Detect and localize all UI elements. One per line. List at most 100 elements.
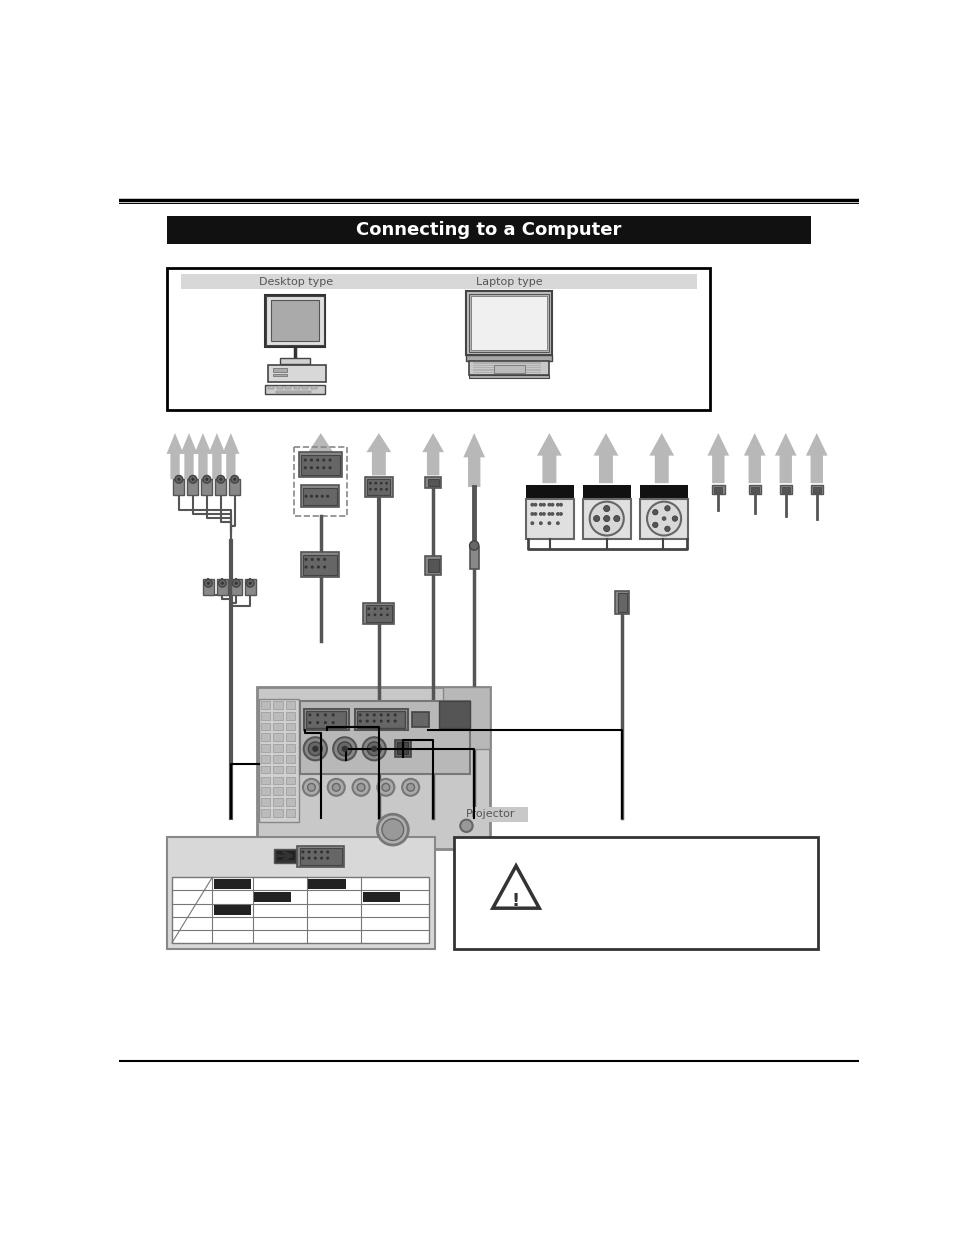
Circle shape	[303, 458, 307, 462]
Bar	[268, 387, 274, 389]
Circle shape	[315, 495, 318, 498]
Circle shape	[314, 857, 316, 860]
Bar	[356, 711, 405, 727]
Bar	[367, 479, 390, 495]
Circle shape	[547, 521, 551, 525]
Bar	[299, 848, 341, 864]
Circle shape	[308, 721, 311, 724]
Circle shape	[316, 558, 319, 561]
Circle shape	[301, 851, 304, 853]
Bar	[639, 499, 687, 538]
Circle shape	[310, 458, 313, 462]
Bar	[181, 274, 697, 289]
Bar	[245, 579, 255, 595]
Bar	[229, 479, 240, 495]
Bar	[294, 447, 347, 516]
Bar	[274, 777, 282, 784]
Polygon shape	[649, 433, 674, 483]
Polygon shape	[366, 433, 391, 475]
Polygon shape	[422, 433, 443, 475]
Bar	[231, 579, 241, 595]
Bar	[261, 711, 270, 720]
Bar	[280, 358, 310, 364]
Bar	[427, 479, 438, 487]
Bar	[286, 809, 294, 816]
Bar	[266, 296, 323, 346]
Bar	[355, 709, 407, 730]
Bar	[273, 374, 286, 377]
Bar	[472, 372, 540, 373]
Bar	[303, 555, 336, 574]
Circle shape	[323, 566, 326, 568]
Circle shape	[374, 614, 376, 616]
Bar	[167, 268, 709, 410]
Bar	[300, 485, 339, 508]
Polygon shape	[194, 433, 212, 479]
Bar	[261, 777, 270, 784]
Bar	[276, 387, 282, 389]
Bar	[493, 366, 524, 373]
Circle shape	[664, 526, 669, 531]
Circle shape	[319, 857, 323, 860]
Circle shape	[310, 466, 313, 469]
Bar	[213, 905, 251, 915]
Circle shape	[558, 503, 562, 506]
Circle shape	[558, 513, 562, 516]
Text: Connecting to a Computer: Connecting to a Computer	[355, 221, 621, 238]
Bar	[274, 734, 282, 741]
Circle shape	[326, 851, 329, 853]
Circle shape	[307, 783, 315, 792]
Circle shape	[311, 558, 314, 561]
Bar	[472, 364, 540, 366]
Bar	[472, 362, 540, 364]
Circle shape	[322, 458, 325, 462]
Bar	[714, 487, 721, 493]
Bar	[274, 787, 282, 795]
Circle shape	[353, 779, 369, 795]
Circle shape	[315, 458, 319, 462]
Circle shape	[381, 819, 403, 841]
Circle shape	[530, 503, 534, 506]
Circle shape	[371, 746, 377, 752]
Circle shape	[249, 582, 252, 585]
Bar	[303, 709, 348, 730]
Circle shape	[589, 501, 623, 536]
Bar	[427, 558, 438, 573]
Circle shape	[308, 714, 311, 716]
Bar	[299, 701, 470, 774]
Circle shape	[469, 541, 478, 550]
Bar	[711, 484, 723, 494]
Circle shape	[308, 742, 322, 756]
Bar	[363, 603, 394, 624]
Circle shape	[304, 558, 307, 561]
Circle shape	[315, 714, 319, 716]
Bar	[274, 755, 282, 763]
Circle shape	[538, 503, 542, 506]
Circle shape	[394, 714, 396, 716]
Polygon shape	[180, 433, 197, 479]
Circle shape	[332, 783, 340, 792]
Circle shape	[314, 851, 316, 853]
Text: Projector: Projector	[465, 809, 515, 819]
Circle shape	[328, 458, 332, 462]
Circle shape	[341, 746, 348, 752]
Bar	[471, 296, 546, 350]
Circle shape	[332, 714, 335, 716]
Bar	[201, 479, 212, 495]
Bar	[615, 592, 629, 614]
Bar	[443, 687, 489, 748]
Polygon shape	[167, 433, 183, 479]
Circle shape	[304, 566, 307, 568]
Circle shape	[311, 566, 314, 568]
Bar	[525, 499, 574, 538]
Bar	[300, 552, 339, 577]
Bar	[297, 846, 344, 867]
Circle shape	[233, 478, 236, 480]
Circle shape	[303, 779, 319, 795]
Circle shape	[556, 503, 559, 506]
Bar	[425, 556, 440, 574]
Bar	[454, 806, 527, 823]
Circle shape	[323, 714, 327, 716]
Circle shape	[538, 513, 542, 516]
Polygon shape	[743, 433, 765, 483]
